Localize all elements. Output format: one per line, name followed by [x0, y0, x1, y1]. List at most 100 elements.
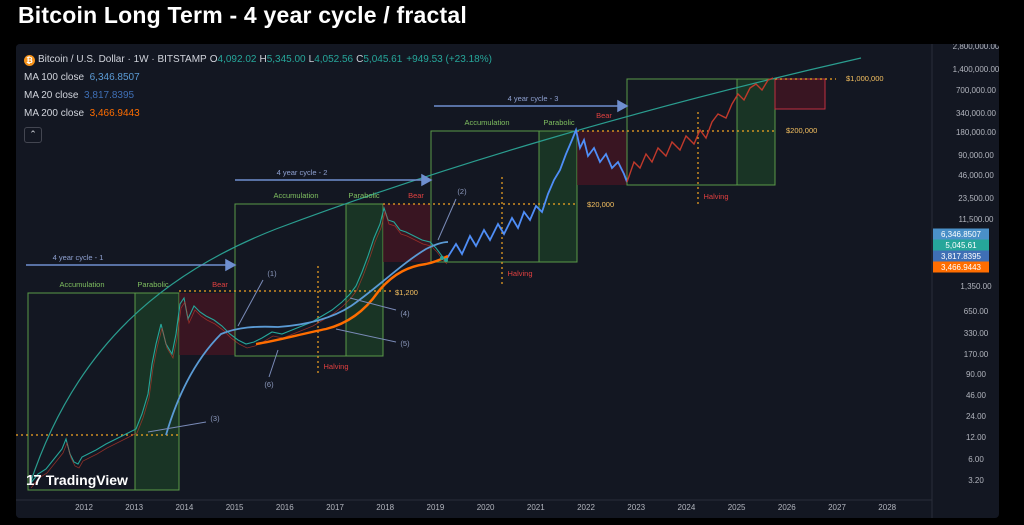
y-tick-label: 3.20	[968, 476, 984, 485]
page-title: Bitcoin Long Term - 4 year cycle / fract…	[18, 2, 467, 28]
annotation-5: (5)	[400, 339, 410, 348]
x-tick-label: 2027	[828, 503, 846, 512]
annotation-arrow-3	[147, 421, 207, 433]
annotation-arrow-2	[437, 198, 457, 241]
projection-line-cycle4	[626, 77, 774, 183]
level-label-1000000: $1,000,000	[846, 74, 884, 83]
collapse-legend-chevron-up-icon[interactable]: ⌃	[24, 127, 42, 143]
cycle-arrows	[26, 99, 629, 272]
y-tick-label: 2,800,000.00	[953, 44, 999, 51]
ma20-row[interactable]: MA 20 close 3,817.8395	[24, 87, 492, 105]
cycle-label-2: 4 year cycle - 2	[277, 168, 328, 177]
high-key: H	[259, 54, 267, 65]
x-tick-label: 2024	[678, 503, 696, 512]
tradingview-logo-icon: 17	[26, 472, 42, 489]
x-tick-label: 2026	[778, 503, 796, 512]
price-tag-label: 3,817.8395	[941, 252, 982, 261]
halving-label-2024: Halving	[703, 192, 728, 201]
tradingview-logo[interactable]: 17 TradingView	[26, 472, 128, 489]
y-tick-label: 1,400,000.00	[953, 65, 999, 74]
x-tick-label: 2018	[376, 503, 394, 512]
low-value: 4,052.56	[314, 54, 354, 65]
parabolic-box-2	[345, 203, 384, 357]
bitcoin-icon: ₿	[24, 55, 35, 66]
cycle-label-3: 4 year cycle - 3	[508, 94, 559, 103]
ma100-value: 6,346.8507	[89, 72, 140, 83]
bear-box-4	[774, 78, 826, 110]
y-tick-label: 12.00	[966, 433, 987, 442]
x-tick-label: 2025	[728, 503, 746, 512]
annotation-3: (3)	[210, 414, 220, 423]
parabolic-box-4	[736, 78, 776, 186]
annotation-arrow-4	[349, 297, 397, 311]
projection-line	[445, 126, 628, 261]
y-tick-label: 46,000.00	[958, 171, 994, 180]
y-tick-label: 11,500.00	[959, 215, 995, 224]
x-tick-label: 2015	[226, 503, 244, 512]
accumulation-label-3: Accumulation	[464, 118, 509, 127]
level-label-200000: $200,000	[786, 126, 817, 135]
parabolic-label-3: Parabolic	[543, 118, 575, 127]
y-tick-label: 24.00	[966, 412, 987, 421]
cycle-arrow-1-head	[225, 258, 237, 272]
chart-panel[interactable]: ₿ Bitcoin / U.S. Dollar · 1W · BITSTAMP O4…	[16, 44, 999, 518]
parabolic-box-1	[134, 292, 180, 491]
halving-label-2016: Halving	[323, 362, 348, 371]
price-tag-label: 6,346.8507	[941, 230, 982, 239]
parabolic-box-3	[538, 130, 578, 263]
x-tick-label: 2020	[477, 503, 495, 512]
cycle-label-1: 4 year cycle - 1	[53, 253, 104, 262]
annotation-1: (1)	[267, 269, 277, 278]
y-tick-label: 170.00	[964, 350, 989, 359]
parabolic-label-2: Parabolic	[348, 191, 380, 200]
btc-price-low-line	[30, 210, 448, 489]
y-tick-label: 90,000.00	[958, 151, 994, 160]
ma20-label: MA 20 close	[24, 90, 79, 101]
log-trend-curve	[29, 57, 862, 485]
ma200-line	[255, 254, 449, 346]
price-tag-bg	[933, 228, 989, 240]
price-axis[interactable]: 2,800,000.00 1,400,000.00 700,000.00 340,00…	[953, 44, 999, 485]
accumulation-label-2: Accumulation	[273, 191, 318, 200]
change-value: +949.53 (+23.18%)	[406, 54, 492, 65]
x-tick-label: 2016	[276, 503, 294, 512]
bear-box-1	[179, 293, 235, 355]
y-tick-label: 180,000.00	[956, 128, 997, 137]
symbol-row[interactable]: ₿ Bitcoin / U.S. Dollar · 1W · BITSTAMP O4…	[24, 51, 492, 69]
x-tick-label: 2017	[326, 503, 344, 512]
close-key: C	[356, 54, 364, 65]
level-label-20000: $20,000	[587, 200, 614, 209]
y-tick-label: 330.00	[964, 329, 989, 338]
ma200-label: MA 200 close	[24, 108, 85, 119]
time-axis[interactable]: 2012 2013 2014 2015 2016 2017 2018 2019 2020 2021…	[75, 503, 897, 512]
ma200-row[interactable]: MA 200 close 3,466.9443	[24, 105, 492, 123]
y-tick-label: 700,000.00	[956, 86, 997, 95]
ma100-line	[165, 241, 449, 436]
price-series	[29, 77, 774, 489]
low-key: L	[308, 54, 315, 65]
level-label-1200: $1,200	[395, 288, 418, 297]
annotation-arrow-1	[237, 279, 264, 327]
bear-label-3: Bear	[596, 111, 612, 120]
y-tick-label: 1,350.00	[960, 282, 992, 291]
x-tick-label: 2023	[627, 503, 645, 512]
parabolic-label-1: Parabolic	[137, 280, 169, 289]
annotation-arrow-6	[268, 349, 279, 378]
btc-price-line	[29, 206, 447, 485]
current-price-dot-2	[444, 258, 448, 262]
ma100-row[interactable]: MA 100 close 6,346.8507	[24, 69, 492, 87]
ma20-value: 3,817.8395	[84, 90, 135, 101]
y-tick-label: 6.00	[968, 455, 984, 464]
chart-svg[interactable]: 4 year cycle - 1 4 year cycle - 2 4 year…	[16, 44, 999, 518]
annotation-4: (4)	[400, 309, 410, 318]
chart-labels: 4 year cycle - 1 4 year cycle - 2 4 year…	[53, 74, 884, 423]
annotation-6: (6)	[264, 380, 274, 389]
chart-legend: ₿ Bitcoin / U.S. Dollar · 1W · BITSTAMP O4…	[24, 51, 492, 143]
bear-label-2: Bear	[408, 191, 424, 200]
current-price-dot	[440, 256, 444, 260]
x-tick-label: 2022	[577, 503, 595, 512]
tradingview-logo-text: TradingView	[45, 472, 128, 488]
high-value: 5,345.00	[266, 54, 306, 65]
close-value: 5,045.61	[363, 54, 403, 65]
x-tick-label: 2019	[427, 503, 445, 512]
